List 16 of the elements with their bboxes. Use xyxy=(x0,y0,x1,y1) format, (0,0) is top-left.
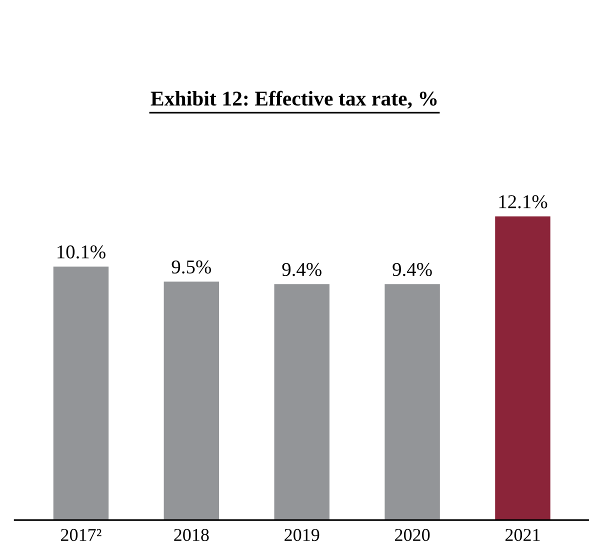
bar xyxy=(384,284,440,520)
x-tick-label: 2017² xyxy=(61,528,102,542)
bar xyxy=(274,284,330,520)
x-tick-label: 2018 xyxy=(174,528,209,542)
data-label: 9.4% xyxy=(392,262,432,276)
x-tick-label: 2020 xyxy=(395,528,430,542)
data-label: 12.1% xyxy=(499,195,548,208)
bar xyxy=(164,282,220,520)
data-label: 9.4% xyxy=(282,262,322,276)
bar xyxy=(495,216,550,520)
x-tick-label: 2019 xyxy=(284,528,320,542)
chart-title: Exhibit 12: Effective tax rate, % xyxy=(150,90,437,109)
data-label: 10.1% xyxy=(58,245,106,259)
data-label: 9.5% xyxy=(172,260,212,274)
x-tick-label: 2021 xyxy=(505,528,540,542)
bar xyxy=(53,266,109,520)
